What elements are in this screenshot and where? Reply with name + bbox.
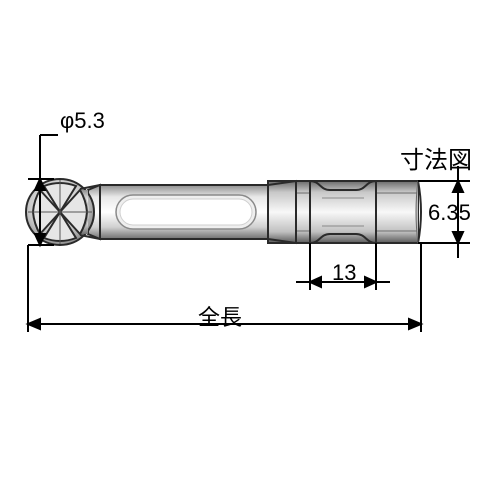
bit-svg: [0, 0, 500, 500]
dimension-drawing: 寸法図 φ5.3 6.35 13 全長: [0, 0, 500, 500]
dim-shank-width: [418, 166, 470, 258]
dim-overall-length: [28, 243, 421, 332]
driver-bit: [26, 179, 421, 245]
dim-groove-length: [296, 243, 390, 290]
